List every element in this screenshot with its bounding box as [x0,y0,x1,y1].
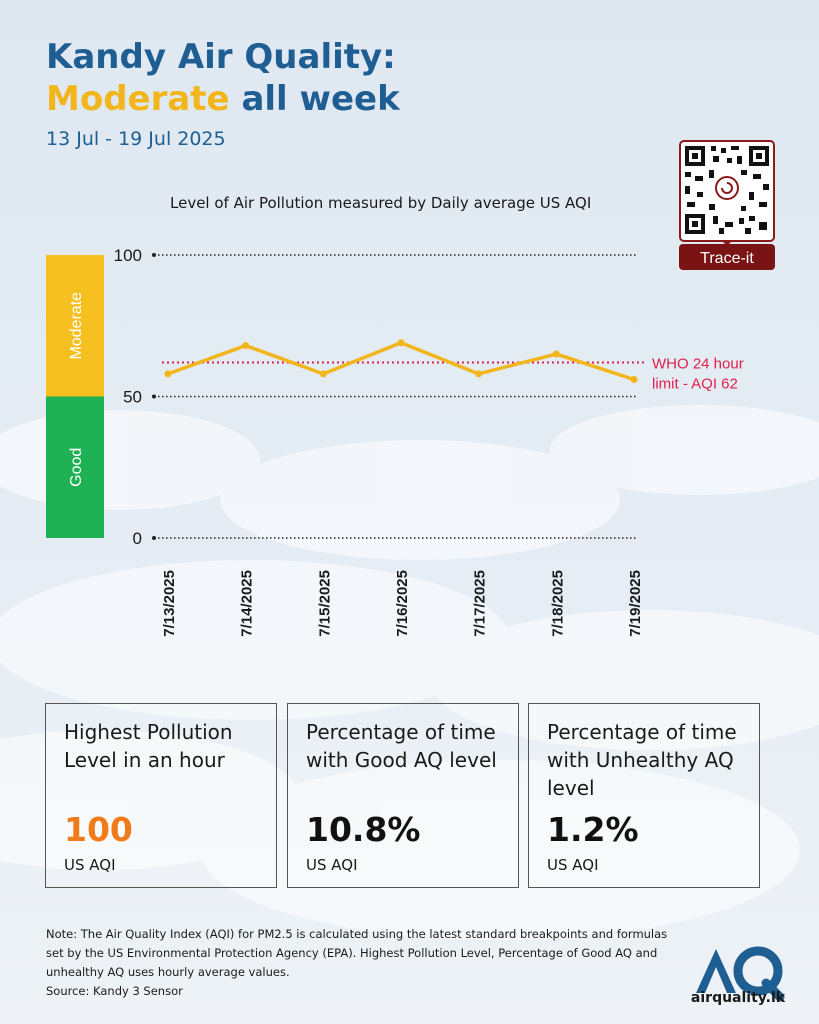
y-tick-label: 100 [114,246,142,265]
stat-card-highest: Highest Pollution Level in an hour 100 U… [45,703,277,888]
title-rest: all week [229,79,400,119]
stat-label: Highest Pollution Level in an hour [64,720,233,772]
data-point [475,370,483,378]
series-line [167,340,635,382]
data-point [630,376,638,384]
data-point [164,370,172,378]
data-point [319,370,327,378]
stat-label: Percentage of time with Good AQ level [306,720,497,772]
grid-dot [152,536,156,540]
x-tick-label: 7/13/2025 [161,570,178,637]
source-text: Source: Kandy 3 Sensor [46,984,183,998]
x-tick-label: 7/18/2025 [549,570,566,637]
band-label: Moderate [68,292,85,360]
stat-value: 1.2% [547,810,639,849]
qr-code-icon[interactable]: Trace-it [679,140,775,270]
data-point [552,350,560,358]
title-line2: Moderate all week [46,78,400,120]
qr-label: Trace-it [700,250,754,267]
footnote: Note: The Air Quality Index (AQI) for PM… [46,925,686,1001]
stat-value: 10.8% [306,810,421,849]
title-line1: Kandy Air Quality: [46,37,396,77]
stat-card-good: Percentage of time with Good AQ level 10… [287,703,519,888]
chart-title: Level of Air Pollution measured by Daily… [170,194,592,212]
x-tick-label: 7/17/2025 [472,570,489,637]
y-tick-label: 0 [133,529,142,548]
stat-unit: US AQI [306,856,358,874]
title-highlight: Moderate [46,79,230,119]
grid-dot [152,394,156,399]
date-range: 13 Jul - 19 Jul 2025 [46,128,226,150]
y-tick-label: 50 [123,388,142,407]
band-good [46,396,104,538]
x-tick-label: 7/19/2025 [627,570,644,637]
who-limit-label: WHO 24 hour [652,356,744,373]
stat-value: 100 [64,810,133,849]
x-tick-label: 7/16/2025 [394,570,411,637]
logo-url: airquality.lk [690,990,786,1006]
data-point [397,339,405,347]
band-label: Good [68,448,85,487]
stat-unit: US AQI [547,856,599,874]
grid-dot [152,253,156,257]
airquality-logo-icon [696,946,785,1002]
page-title: Kandy Air Quality: Moderate all week [46,36,400,120]
who-limit-label: limit - AQI 62 [652,376,738,393]
x-tick-label: 7/15/2025 [316,570,333,637]
band-moderate [46,255,104,397]
aqi-line-chart: Moderate Good 0 50 100 WHO 24 hour limit - A… [46,246,744,637]
data-point [242,342,250,350]
stat-unit: US AQI [64,856,116,874]
stat-label: Percentage of time with Unhealthy AQ lev… [547,720,737,800]
note-text: Note: The Air Quality Index (AQI) for PM… [46,927,668,979]
stat-card-unhealthy: Percentage of time with Unhealthy AQ lev… [528,703,760,888]
x-tick-label: 7/14/2025 [239,570,256,637]
